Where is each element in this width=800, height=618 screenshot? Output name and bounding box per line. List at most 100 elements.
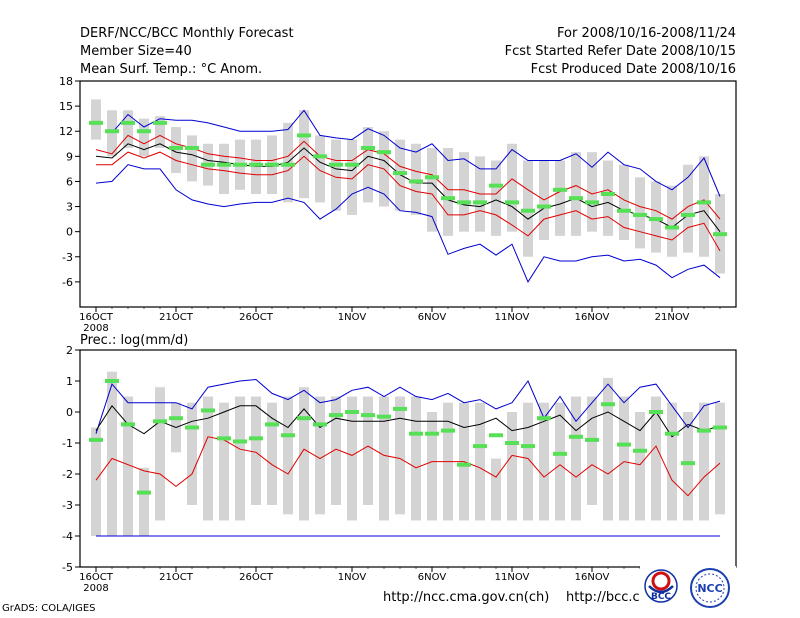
temp-median-mark [89,120,103,125]
temp-median-mark [697,200,711,205]
prec-spread-box [379,396,389,521]
prec-ytick-label: -1 [62,437,73,450]
temp-median-mark [281,162,295,167]
prec-ytick-label: 1 [66,375,73,388]
temp-xtick-label: 16OCT [79,312,114,323]
ncc-logo-icon: NCC [690,568,730,608]
temp-median-mark [201,162,215,167]
temp-ytick-label: 3 [66,201,73,214]
prec-spread-box [187,402,197,505]
temp-median-mark [617,208,631,213]
prec-median-mark [681,461,695,466]
temp-spread-box [571,152,581,236]
prec-median-mark [297,416,311,421]
temp-median-mark [105,129,119,134]
prec-median-mark [265,422,279,427]
temp-median-mark [265,162,279,167]
prec-spread-box [475,402,485,521]
prec-xtick-sublabel: 2008 [83,583,108,594]
prec-spread-box [539,402,549,521]
prec-median-mark [553,451,567,456]
prec-spread-box [523,402,533,521]
prec-max-line [95,378,721,434]
prec-median-mark [313,422,327,427]
prec-spread-box [635,412,645,521]
prec-xtick-label: 11NOV [495,572,530,583]
temp-median-mark [313,154,327,159]
temp-spread-box [299,110,309,199]
temp-median-mark [409,179,423,184]
temp-ytick-label: 12 [59,125,73,138]
prec-ytick-label: -2 [62,468,73,481]
temp-median-mark [537,204,551,209]
temp-median-mark [553,187,567,192]
prec-spread-box [219,402,229,521]
precip-panel-title: Prec.: log(mm/d) [80,333,188,348]
prec-ytick-label: 2 [66,344,73,357]
prec-spread-box [603,377,613,521]
temp-median-mark [489,183,503,188]
prec-spread-box [123,396,133,536]
temp-lower-line [96,151,721,252]
temp-spread-box [507,143,517,232]
prec-median-mark [137,490,151,495]
prec-median-mark [697,428,711,433]
temp-spread-box [667,185,677,257]
prec-spread-box [315,396,325,515]
prec-xtick-label: 26OCT [239,572,274,583]
temp-spread-box [523,160,533,257]
prec-median-mark [457,462,471,467]
prec-ytick-label: -5 [62,561,73,574]
prec-spread-box [715,402,725,515]
ncc-logo-text: NCC [697,582,722,595]
temp-median-mark [169,145,183,150]
prec-spread-box [699,402,709,521]
prec-xtick-label: 16NOV [575,572,610,583]
temp-median-mark [393,171,407,176]
prec-plot-frame [79,349,737,568]
prec-median-mark [473,444,487,449]
temp-spread-box [123,110,133,148]
temp-spread-box [139,118,149,157]
prec-median-mark [601,402,615,407]
temp-ytick-label: 18 [59,75,73,88]
temp-median-mark [505,200,519,205]
prec-spread-box [363,396,373,505]
temp-median-mark [233,162,247,167]
temp-spread-box [491,160,501,236]
prec-median-mark [649,410,663,414]
prec-spread-box [555,402,565,521]
prec-median-mark [377,414,391,419]
temp-xtick-label: 1NOV [338,312,367,323]
temp-spread-box [603,160,613,236]
temp-spread-box [187,135,197,182]
temp-ytick-label: -3 [62,251,73,264]
temp-median-mark [521,208,535,213]
prec-median-mark [361,413,375,418]
ncc-url-link[interactable]: http://ncc.cma.gov.cn(ch) [383,590,550,605]
temp-spread-box [683,164,693,253]
temp-median-mark [441,196,455,201]
prec-spread-box [251,396,261,505]
bcc-url-link[interactable]: http://bcc.c [566,590,640,605]
prec-spread-box [267,402,277,505]
prec-spread-box [347,396,357,521]
prec-median-mark [441,428,455,433]
temp-spread-box [331,139,341,211]
prec-xtick-label: 1NOV [338,572,367,583]
forecast-produced-label: Fcst Produced Date 2008/10/16 [530,62,736,77]
figure-title: DERF/NCC/BCC Monthly Forecast [80,26,294,41]
temp-ytick-label: 6 [66,175,73,188]
temp-xtick-label: 11NOV [495,312,530,323]
prec-median-mark [393,406,407,411]
prec-spread-box [331,396,341,505]
prec-spread-box [155,387,165,521]
prec-spread-box [507,412,517,521]
forecast-start-label: Fcst Started Refer Date 2008/10/15 [504,44,736,59]
temp-median-mark [217,162,231,167]
temp-spread-box [443,147,453,236]
temp-mean-line [95,143,721,233]
temp-spread-box [459,152,469,232]
bcc-logo-icon: BCC [644,569,678,603]
temp-ytick-label: 15 [59,100,73,113]
